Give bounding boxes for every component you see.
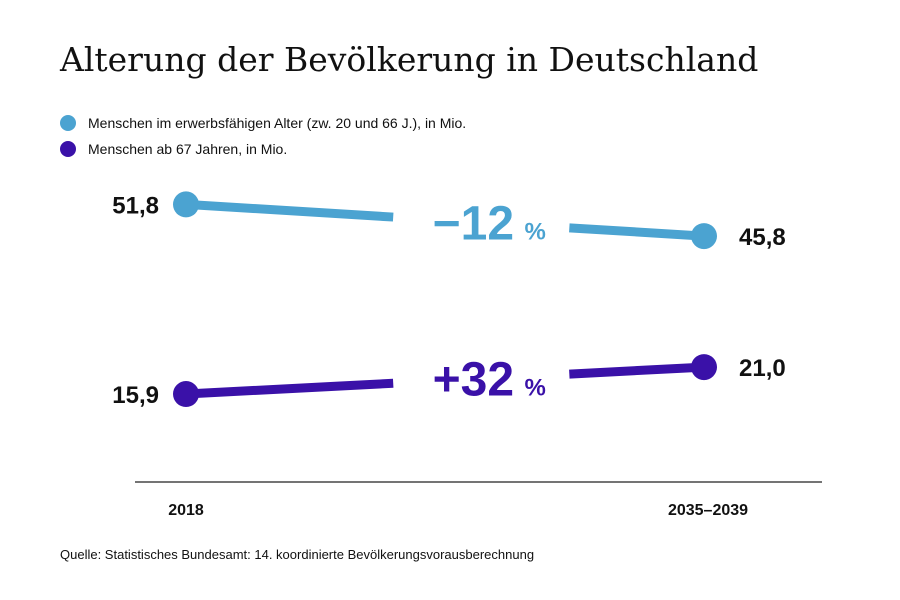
legend-marker-working-age [60,115,76,131]
legend-label-seniors: Menschen ab 67 Jahren, in Mio. [88,141,288,157]
legend-marker-seniors [60,141,76,157]
data-label-seniors-2035: 21,0 [739,355,786,382]
change-unit-working-age: % [525,218,546,245]
change-value-seniors: +32 [433,354,514,407]
legend-label-working-age: Menschen im erwerbsfähigen Alter (zw. 20… [88,115,467,131]
data-point-seniors-2035 [691,354,717,381]
change-value-working-age: −12 [433,197,514,250]
data-label-working-age-2018: 51,8 [112,192,159,219]
series-line-seniors-right [569,362,705,379]
chart-title: Alterung der Bevölkerung in Deutschland [60,40,759,79]
data-point-seniors-2018 [173,381,199,408]
change-label-seniors: +32 % [433,354,546,407]
x-tick-label-2035-2039: 2035–2039 [668,502,748,519]
data-label-working-age-2035: 45,8 [739,224,786,251]
legend-item-working-age: Menschen im erwerbsfähigen Alter (zw. 20… [60,110,466,136]
series-line-working-age-left [185,199,394,222]
x-tick-label-2018: 2018 [168,502,204,519]
legend: Menschen im erwerbsfähigen Alter (zw. 20… [60,110,466,162]
source-note: Quelle: Statistisches Bundesamt: 14. koo… [60,547,535,562]
change-label-working-age: −12 % [433,197,546,250]
series-line-seniors-left [185,378,394,399]
data-point-working-age-2035 [691,223,717,250]
series-line-working-age-right [569,223,705,241]
legend-item-seniors: Menschen ab 67 Jahren, in Mio. [60,136,466,162]
data-point-working-age-2018 [173,191,199,218]
data-label-seniors-2018: 15,9 [112,382,159,409]
change-unit-seniors: % [525,375,546,402]
